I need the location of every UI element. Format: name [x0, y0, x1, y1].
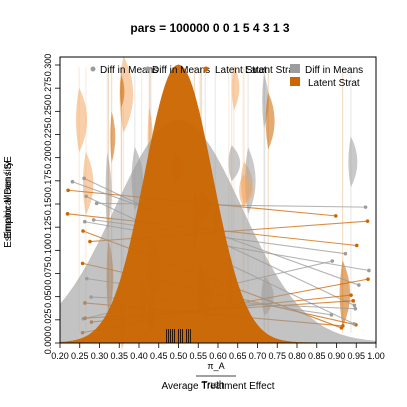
y-tick-label: 0.000: [43, 332, 53, 355]
background-estimate-point: [66, 188, 70, 193]
x-tick-label: 0.85: [308, 351, 326, 361]
background-estimate-point: [330, 259, 335, 263]
background-violin: [105, 152, 112, 231]
legend-overlap-label-2: Diff in Means: [152, 65, 210, 76]
x-axis: 0.20 0.25 0.30 0.35 0.40 0.45 0.50 0.55 0.60 0.65…: [51, 343, 385, 361]
background-estimate-point: [91, 218, 96, 222]
legend-label-latent-strat: Latent Strat: [308, 78, 360, 89]
background-estimate-point: [343, 251, 348, 256]
y-tick-label: 0.100: [43, 239, 53, 262]
background-estimate-point: [82, 219, 87, 224]
x-annotation: π_A: [207, 361, 224, 371]
background-estimate-point: [351, 299, 356, 303]
x-tick-label: 0.55: [189, 351, 207, 361]
background-estimate-point: [82, 176, 86, 181]
background-violin: [239, 174, 253, 207]
background-estimate-point: [341, 324, 345, 328]
background-violin: [75, 87, 88, 153]
legend-label-diff-in-means: Diff in Means: [305, 65, 363, 76]
background-estimate-point: [353, 306, 358, 311]
x-tick-label: 0.25: [71, 351, 89, 361]
y-tick-label: 0.250: [43, 100, 53, 123]
y-tick-label: 0.050: [43, 285, 53, 308]
x-tick-label: 0.30: [91, 351, 109, 361]
background-estimate-point: [354, 243, 359, 248]
x-tick-label: 0.90: [328, 351, 346, 361]
background-estimate-point: [88, 239, 92, 244]
y-tick-label: 0.225: [43, 123, 53, 146]
x-axis-label-overlap: Truth: [202, 380, 225, 391]
legend-overlap-label-3: Latent Strat: [215, 65, 267, 76]
background-estimate-point: [357, 283, 361, 287]
legend-overlap-label-1: Diff in Means: [100, 65, 158, 76]
background-violin: [348, 136, 358, 188]
x-tick-label: 0.80: [288, 351, 306, 361]
background-estimate-point: [349, 293, 353, 297]
background-estimate-point: [81, 229, 85, 233]
background-estimate-point: [352, 322, 356, 326]
background-estimate-point: [352, 303, 357, 308]
legend-overlap-dot-1: [90, 66, 96, 72]
x-tick-label: 0.50: [170, 351, 188, 361]
y-tick-label: 0.175: [43, 170, 53, 193]
legend: Diff in Means Diff in Means Latent Strat…: [90, 64, 363, 89]
background-violin: [228, 145, 241, 182]
x-tick-label: 1.00: [367, 351, 385, 361]
y-tick-label: 0.025: [43, 309, 53, 332]
x-tick-label: 0.70: [249, 351, 267, 361]
background-violin: [110, 111, 116, 163]
legend-swatch-diff-in-means: [290, 64, 300, 73]
background-estimate-point: [84, 194, 88, 199]
legend-overlap-dot-2: [145, 66, 151, 72]
background-estimate-point: [366, 277, 370, 281]
background-violin: [231, 65, 240, 111]
x-axis-label: Average Treatment Effect: [161, 381, 274, 392]
legend-overlap-label-4: Latent Strat: [245, 65, 297, 76]
background-estimate-point: [365, 219, 370, 223]
background-estimate-point: [94, 201, 99, 206]
x-tick-label: 0.45: [150, 351, 168, 361]
y-tick-label: 0.075: [43, 262, 53, 285]
y-axis-label-overlap: Estimator Mean / SE: [3, 156, 14, 248]
background-violin: [265, 92, 275, 150]
y-tick-label: 0.150: [43, 193, 53, 216]
x-tick-label: 0.35: [110, 351, 128, 361]
x-tick-label: 0.40: [130, 351, 148, 361]
y-axis-label: Empirical Density: [3, 161, 14, 238]
legend-swatch-latent-strat: [290, 77, 300, 86]
background-estimate-point: [70, 179, 75, 184]
x-tick-label: 0.75: [268, 351, 286, 361]
truth-tick-marks: [166, 329, 191, 343]
y-tick-label: 0.200: [43, 146, 53, 169]
x-tick-label: 0.65: [229, 351, 247, 361]
background-estimate-point: [329, 313, 334, 317]
y-axis: 0.0000.0250.0500.0750.1000.1250.1500.175…: [43, 54, 60, 355]
background-violin: [339, 260, 351, 328]
x-tick-label: 0.20: [51, 351, 69, 361]
background-estimate-point: [65, 212, 70, 216]
background-estimate-point: [80, 261, 85, 266]
background-estimate-point: [333, 214, 338, 218]
background-violin: [119, 55, 134, 133]
y-tick-label: 0.275: [43, 77, 53, 100]
chart-title: pars = 100000 0 0 1 5 4 3 1 3: [130, 21, 289, 35]
background-estimate-point: [367, 268, 371, 273]
y-tick-label: 0.300: [43, 54, 53, 77]
background-violin: [82, 151, 94, 216]
x-tick-label: 0.60: [209, 351, 227, 361]
background-estimate-point: [363, 205, 368, 209]
legend-overlap-dot-3: [203, 66, 209, 72]
y-tick-label: 0.125: [43, 216, 53, 239]
x-tick-label: 0.95: [347, 351, 365, 361]
background-violin: [119, 75, 125, 108]
